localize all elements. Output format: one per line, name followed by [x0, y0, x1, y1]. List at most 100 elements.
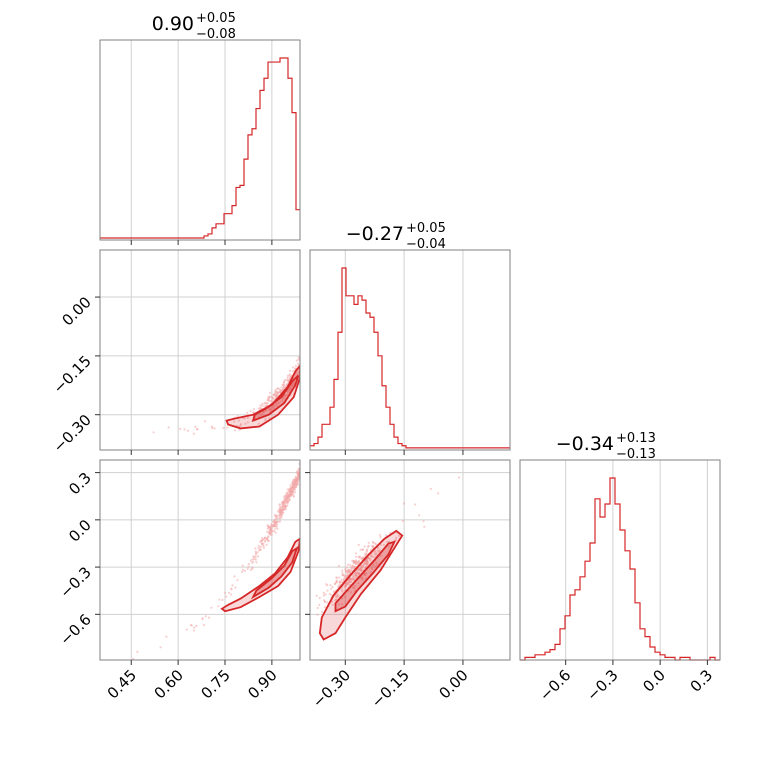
sample-point — [374, 550, 377, 553]
sample-point — [290, 384, 294, 388]
sample-point — [353, 560, 356, 563]
sample-point — [364, 555, 367, 558]
sample-point — [423, 525, 426, 528]
sample-point — [246, 416, 249, 420]
sample-point — [211, 426, 214, 430]
sample-point — [323, 606, 327, 609]
sample-point — [296, 475, 300, 478]
y-tick-label: −0.15 — [50, 352, 95, 397]
sample-point — [366, 559, 369, 562]
sample-point — [336, 595, 339, 598]
sample-point — [254, 555, 257, 559]
panel-frame — [309, 249, 511, 451]
sample-point — [222, 426, 225, 429]
sample-point — [268, 400, 271, 403]
sample-point — [374, 542, 377, 545]
sample-point — [273, 529, 276, 533]
sample-point — [268, 530, 271, 533]
sample-point — [294, 479, 298, 482]
sample-point — [281, 389, 284, 392]
sample-point — [354, 576, 357, 579]
panel-title-plus: +0.13 — [616, 431, 656, 446]
sample-point — [343, 595, 346, 599]
sample-point — [332, 590, 335, 593]
contour-fill — [221, 538, 300, 612]
sample-point — [282, 381, 286, 384]
sample-point — [254, 553, 258, 556]
x-tick-label: 0.3 — [687, 666, 717, 696]
sample-point — [231, 584, 234, 587]
sample-point — [352, 575, 355, 579]
sample-point — [318, 603, 321, 607]
contour-line — [318, 529, 404, 641]
sample-point — [359, 548, 362, 551]
sample-point — [257, 407, 260, 410]
sample-point — [202, 624, 205, 627]
sample-point — [387, 545, 390, 548]
sample-point — [360, 557, 363, 560]
sample-point — [376, 564, 379, 567]
sample-point — [395, 536, 398, 539]
sample-point — [264, 419, 267, 422]
sample-point — [278, 388, 281, 391]
sample-point — [249, 568, 252, 571]
sample-point — [276, 391, 279, 394]
sample-point — [217, 605, 220, 608]
sample-point — [282, 500, 285, 503]
sample-point — [354, 585, 357, 588]
sample-point — [318, 596, 321, 600]
sample-point — [183, 428, 186, 431]
sample-point — [341, 603, 344, 606]
sample-point — [397, 534, 401, 537]
histogram-line — [520, 477, 720, 661]
sample-point — [322, 594, 325, 597]
sample-point — [185, 628, 188, 631]
sample-point — [292, 494, 295, 497]
sample-point — [257, 547, 260, 550]
sample-point — [353, 572, 357, 575]
sample-point — [375, 552, 378, 555]
sample-point — [341, 569, 344, 572]
sample-point — [218, 598, 221, 601]
sample-point — [379, 536, 382, 539]
sample-point — [366, 563, 369, 566]
sample-point — [270, 531, 273, 535]
sample-point — [271, 524, 274, 528]
y-tick-label: −0.30 — [50, 411, 95, 456]
sample-point — [165, 635, 168, 638]
sample-point — [269, 533, 272, 536]
sample-point — [241, 570, 244, 573]
sample-point — [341, 588, 344, 591]
sample-point — [272, 523, 275, 526]
sample-point — [350, 591, 353, 594]
sample-point — [330, 594, 333, 597]
sample-point — [267, 408, 270, 411]
x-tick-label: −0.6 — [536, 666, 574, 704]
sample-point — [281, 399, 284, 402]
sample-point — [281, 505, 284, 508]
sample-point — [294, 365, 298, 368]
sample-point — [246, 411, 249, 414]
sample-point — [277, 510, 280, 513]
sample-point — [152, 431, 155, 434]
sample-point — [105, 0, 107, 1]
sample-point — [334, 595, 338, 598]
contour-line — [225, 364, 300, 430]
sample-point — [284, 506, 287, 509]
contour-line — [334, 540, 396, 613]
sample-point — [260, 413, 263, 416]
sample-point — [279, 390, 282, 393]
sample-point — [224, 591, 227, 594]
sample-point — [269, 407, 272, 410]
sample-point — [287, 389, 290, 392]
sample-point — [344, 569, 347, 572]
sample-point — [254, 558, 257, 561]
sample-point — [186, 429, 190, 432]
sample-point — [249, 559, 252, 562]
sample-point — [296, 481, 299, 484]
panel-frame — [99, 249, 301, 451]
sample-point — [414, 503, 417, 506]
sample-point — [338, 603, 341, 606]
sample-point — [349, 577, 352, 581]
sample-point — [267, 535, 270, 538]
